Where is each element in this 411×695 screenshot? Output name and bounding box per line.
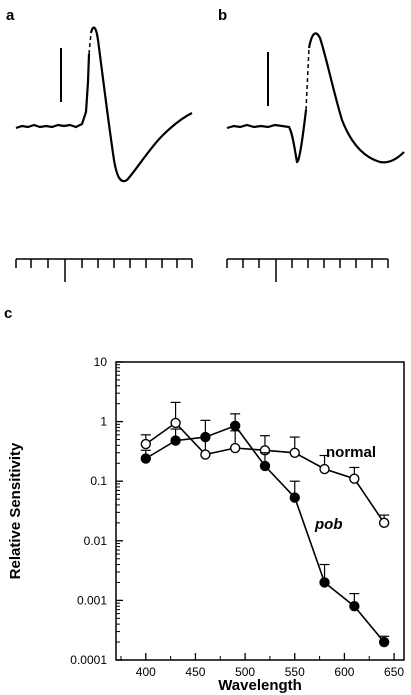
trace-a-dashed — [88, 32, 92, 55]
time-ruler-a — [15, 258, 193, 282]
point-normal — [140, 438, 151, 450]
y-tick-label: 10 — [94, 355, 108, 369]
point-pob — [349, 600, 360, 612]
x-axis-title: Wavelength — [218, 677, 302, 694]
x-tick-label: 450 — [185, 665, 205, 679]
plot-frame — [115, 361, 405, 661]
point-pob — [259, 460, 271, 472]
point-normal — [200, 449, 211, 460]
x-tick-label: 550 — [285, 665, 305, 679]
x-tick-label: 400 — [136, 665, 156, 679]
point-normal — [319, 463, 330, 475]
trace-b-dashed — [305, 47, 310, 111]
y-axis-title: Relative Sensitivity — [7, 442, 24, 579]
point-pob — [378, 636, 390, 648]
time-ruler-b — [226, 258, 389, 282]
point-normal — [170, 417, 181, 429]
point-pob — [319, 577, 330, 588]
point-pob — [229, 420, 241, 432]
y-tick-label: 0.1 — [90, 474, 107, 488]
trace-a-solid-right — [89, 26, 193, 183]
panel-letter-b: b — [218, 7, 227, 24]
y-tick-label: 0.0001 — [70, 653, 107, 667]
trace-b-solid-left — [226, 109, 308, 164]
x-tick-label: 650 — [384, 665, 404, 679]
y-tick-label: 1 — [100, 415, 107, 429]
point-pob — [289, 492, 300, 503]
point-normal — [229, 442, 241, 454]
x-tick-label: 600 — [334, 665, 354, 679]
point-normal — [378, 517, 390, 529]
x-tick-label: 500 — [235, 665, 255, 679]
point-pob — [170, 435, 181, 446]
y-tick-label: 0.001 — [77, 593, 107, 607]
y-tick-label: 0.01 — [84, 534, 108, 548]
point-normal — [349, 473, 360, 484]
point-pob — [140, 453, 151, 464]
point-normal — [289, 447, 300, 458]
panel-letter-c: c — [4, 305, 12, 322]
trace-b-solid-right — [307, 32, 405, 164]
series-label-normal: normal — [326, 444, 376, 461]
chart-c: 0.0001 0.001 0.01 0.1 1 10 400 450 500 550 600 650 — [70, 355, 405, 679]
series-label-pob: pob — [314, 516, 343, 533]
point-pob — [200, 431, 211, 443]
trace-a-solid-left — [15, 53, 91, 130]
panel-letter-a: a — [6, 7, 15, 24]
